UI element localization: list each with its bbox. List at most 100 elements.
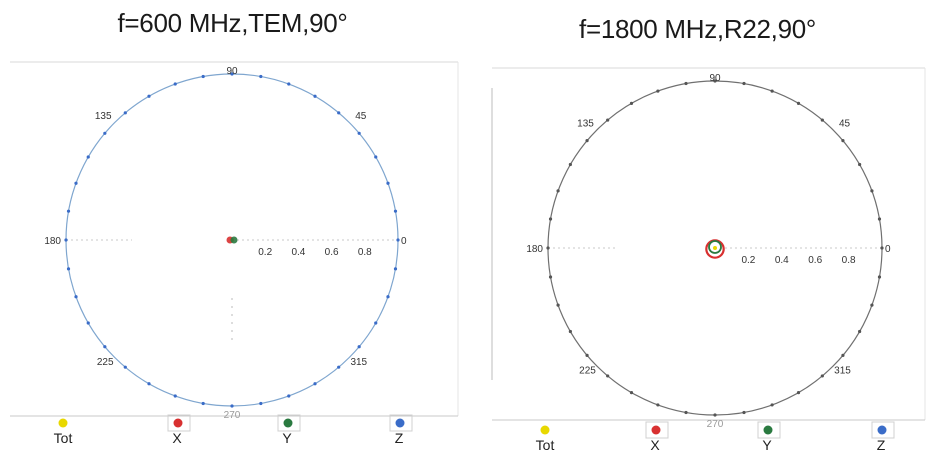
legend-marker-z xyxy=(877,425,887,435)
angle-label: 315 xyxy=(350,357,367,368)
angle-label: 180 xyxy=(44,236,61,247)
series-z-point xyxy=(820,374,824,378)
series-z-point xyxy=(230,404,234,408)
series-z-point xyxy=(230,72,234,76)
series-z-point xyxy=(123,111,127,115)
series-z-point xyxy=(656,403,660,407)
chart-panel-left: f=600 MHz,TEM,90° 0 45 90 135 180 225 270 315 0.… xyxy=(10,8,459,446)
series-z-point xyxy=(656,89,660,93)
series-z-point xyxy=(858,162,862,167)
series-z-point xyxy=(546,246,550,250)
series-z-point xyxy=(629,391,634,395)
radial-tick-label: 0.4 xyxy=(291,247,305,258)
legend-swatch-box xyxy=(871,421,895,439)
angle-label: 135 xyxy=(577,118,594,129)
series-z-point xyxy=(374,155,378,159)
legend-label-y: Y xyxy=(762,437,772,453)
series-z-point xyxy=(742,81,746,86)
series-y-marker xyxy=(230,236,238,244)
angle-label: 270 xyxy=(707,419,724,430)
legend-marker-tot xyxy=(540,425,550,435)
series-z-point xyxy=(568,162,572,167)
series-z-point xyxy=(796,101,801,105)
series-z-point xyxy=(66,267,71,271)
series-z-point xyxy=(870,189,874,193)
polar-plot-left: 0 45 90 135 180 225 270 315 0.2 0.4 0.6 0.8 Tot X Y Z xyxy=(10,61,459,446)
series-y-marker xyxy=(708,240,722,254)
series-z-point xyxy=(201,401,205,406)
angle-label: 135 xyxy=(95,111,112,122)
series-z-point xyxy=(877,275,882,279)
chart-title-left: f=600 MHz,TEM,90° xyxy=(117,8,348,38)
radial-tick-label: 0.8 xyxy=(842,255,856,266)
radial-tick-label: 0.6 xyxy=(325,247,339,258)
series-z-point xyxy=(796,391,801,395)
legend-marker-z xyxy=(395,418,405,428)
angle-label: 270 xyxy=(224,410,241,421)
series-z-point xyxy=(713,413,717,417)
series-z-point xyxy=(86,155,90,159)
series-z-point xyxy=(393,209,398,213)
series-z-point xyxy=(841,139,845,143)
legend-marker-x xyxy=(173,418,183,428)
legend-swatch-box xyxy=(757,421,781,439)
series-z-point xyxy=(147,382,151,386)
radial-tick-label: 0.6 xyxy=(808,255,822,266)
series-z-point xyxy=(386,181,390,185)
series-z-point xyxy=(870,303,874,307)
angle-label: 0 xyxy=(401,236,407,247)
legend-marker-x xyxy=(651,425,661,435)
angle-label: 0 xyxy=(885,244,891,255)
series-z-point xyxy=(548,217,553,221)
series-z-point xyxy=(66,209,71,213)
angle-label: 45 xyxy=(355,111,367,122)
series-z-point xyxy=(568,329,572,334)
series-z-point xyxy=(556,303,560,307)
series-z-point xyxy=(74,295,78,299)
legend-swatch-box xyxy=(277,414,301,432)
series-z-point xyxy=(606,374,610,378)
series-z-point xyxy=(173,82,177,86)
series-z-point xyxy=(64,238,68,242)
series-z-point xyxy=(713,79,717,83)
radial-tick-label: 0.2 xyxy=(258,247,272,258)
series-z-point xyxy=(396,238,400,242)
series-z-point xyxy=(259,401,263,406)
polar-plot-right: 0 45 90 135 180 225 270 315 0.2 0.4 0.6 0.8 Tot X Y Z xyxy=(491,67,926,453)
series-z-point xyxy=(585,139,589,143)
series-z-point xyxy=(606,118,610,122)
legend-label-tot: Tot xyxy=(54,430,73,446)
legend-label-tot: Tot xyxy=(536,437,555,453)
series-z-point xyxy=(86,321,90,325)
chart-title-right: f=1800 MHz,R22,90° xyxy=(579,14,816,44)
series-z-point xyxy=(337,365,341,369)
series-z-point xyxy=(173,394,177,398)
angle-label: 225 xyxy=(579,366,596,377)
series-z-point xyxy=(74,181,78,185)
chart-panel-right: f=1800 MHz,R22,90° 0 45 90 135 180 225 270 315 0… xyxy=(465,0,930,459)
legend-label-x: X xyxy=(172,430,182,446)
series-z-point xyxy=(313,94,317,98)
angle-label: 90 xyxy=(226,66,238,77)
legend-label-z: Z xyxy=(877,437,886,453)
series-z-point xyxy=(877,217,882,221)
legend-swatch-box xyxy=(167,414,191,432)
series-z-point xyxy=(287,82,291,86)
series-z-point xyxy=(841,353,845,357)
series-z-point xyxy=(374,321,378,325)
series-z-point xyxy=(880,246,884,250)
series-z-point xyxy=(556,189,560,193)
series-z-point xyxy=(393,267,398,271)
series-tot-marker xyxy=(713,246,717,250)
legend-marker-y xyxy=(763,425,773,435)
series-z-point xyxy=(858,329,862,334)
series-z-point xyxy=(287,394,291,398)
series-z-point xyxy=(123,365,127,369)
series-z-point xyxy=(684,410,688,415)
legend-swatch-box xyxy=(645,421,669,439)
series-z-point xyxy=(548,275,553,279)
series-z-point xyxy=(820,118,824,122)
series-z-point xyxy=(629,101,634,105)
angle-label: 180 xyxy=(526,244,543,255)
angle-label: 45 xyxy=(839,118,851,129)
